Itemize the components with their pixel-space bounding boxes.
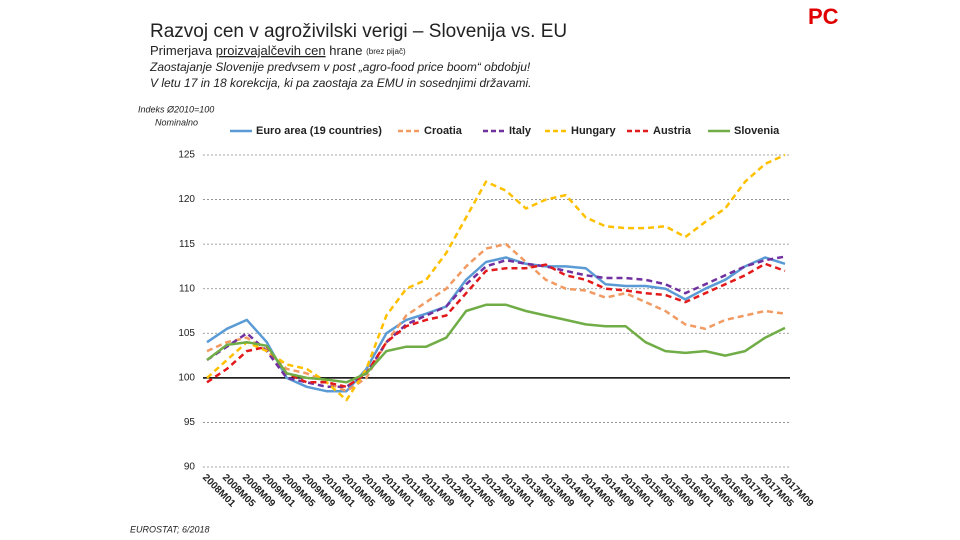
axis-note: Nominalno bbox=[155, 117, 198, 127]
legend-item: Croatia bbox=[398, 125, 463, 137]
legend-label: Euro area (19 countries) bbox=[256, 125, 382, 137]
legend-item: Euro area (19 countries) bbox=[230, 125, 382, 137]
legend-label: Hungary bbox=[571, 125, 617, 137]
y-tick-label: 110 bbox=[179, 283, 195, 294]
y-tick-label: 95 bbox=[184, 417, 196, 428]
series-line bbox=[206, 256, 786, 393]
legend-label: Croatia bbox=[424, 125, 463, 137]
series-line bbox=[206, 242, 786, 393]
note-line: V letu 17 in 18 korekcija, ki pa zaostaj… bbox=[150, 76, 532, 90]
series-line bbox=[206, 303, 786, 384]
axis-note: Indeks Ø2010=100 bbox=[138, 104, 214, 114]
legend-item: Hungary bbox=[545, 125, 617, 137]
y-tick-label: 100 bbox=[178, 372, 195, 383]
legend-label: Austria bbox=[653, 125, 692, 137]
series-line bbox=[206, 153, 786, 402]
series-line bbox=[206, 262, 786, 389]
source: EUROSTAT; 6/2018 bbox=[130, 524, 210, 534]
y-tick-label: 90 bbox=[184, 462, 196, 473]
badge: PC bbox=[808, 4, 839, 29]
series-line bbox=[206, 255, 786, 389]
y-tick-label: 120 bbox=[178, 194, 195, 205]
y-tick-label: 115 bbox=[179, 239, 195, 250]
subtitle-underlined: proizvajalčevih cen bbox=[216, 43, 326, 58]
legend-item: Slovenia bbox=[708, 125, 780, 137]
subtitle: Primerjava proizvajalčevih cen hrane (br… bbox=[150, 43, 406, 58]
y-tick-label: 105 bbox=[178, 328, 195, 339]
subtitle-lead: Primerjava bbox=[150, 43, 213, 58]
subtitle-tail: hrane bbox=[329, 43, 362, 58]
y-tick-label: 125 bbox=[178, 150, 195, 161]
note-line: Zaostajanje Slovenije predvsem v post „a… bbox=[149, 60, 531, 74]
legend-label: Slovenia bbox=[734, 125, 780, 137]
slide-title: Razvoj cen v agroživilski verigi – Slove… bbox=[150, 21, 567, 42]
legend-label: Italy bbox=[509, 125, 532, 137]
legend-item: Austria bbox=[627, 125, 692, 137]
subtitle-note: (brez pijač) bbox=[366, 47, 406, 56]
legend-item: Italy bbox=[483, 125, 532, 137]
